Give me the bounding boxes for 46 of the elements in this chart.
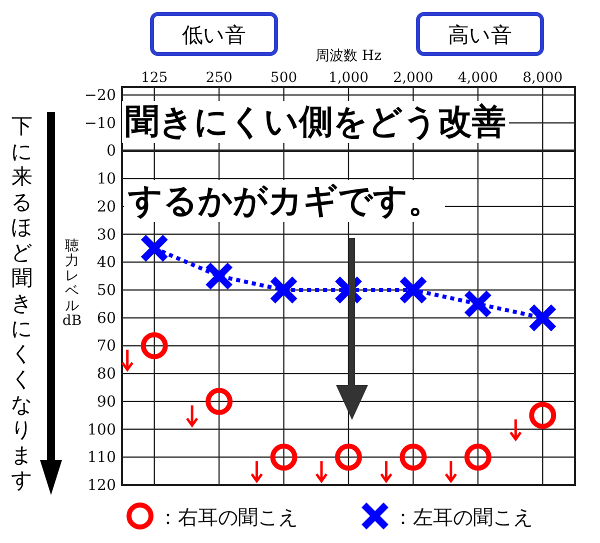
- x-tick-label: 8,000: [522, 70, 563, 86]
- annotation: するかがカギです。: [127, 181, 442, 221]
- y-tick-label: −10: [84, 114, 116, 132]
- y-tick-label: 120: [87, 476, 116, 494]
- point: [400, 444, 427, 471]
- point: [528, 303, 558, 332]
- legend-item: ：右耳の聞こえ: [126, 502, 298, 530]
- y-tick-label: 0: [106, 142, 116, 160]
- text: 高い音: [448, 23, 512, 47]
- point: [140, 332, 168, 360]
- y-tick-label: 90: [96, 392, 116, 410]
- y-tick-label: 30: [96, 225, 116, 244]
- point: [464, 444, 492, 471]
- annotation: 聞きにくい側をどう改善: [125, 102, 506, 142]
- point: [270, 444, 298, 471]
- y-tick-label: 20: [96, 197, 116, 216]
- x-tick-label: 250: [206, 70, 232, 86]
- y-tick-label: 50: [96, 281, 116, 299]
- x-tick-label: 2,000: [393, 70, 434, 86]
- x-tick-label: 500: [270, 70, 298, 86]
- point: [206, 388, 233, 415]
- point: [398, 276, 428, 304]
- y-tick-label: 60: [96, 308, 116, 327]
- y-tick-label: 10: [96, 170, 116, 188]
- point: [269, 276, 298, 304]
- y-tick-label: 70: [96, 336, 116, 355]
- legend-label: ：左耳の聞こえ: [393, 505, 533, 529]
- point: [529, 402, 556, 429]
- point: [463, 289, 492, 318]
- point: [204, 262, 234, 291]
- point: [335, 444, 362, 471]
- text: 下に来るほど聞きにくくなります: [11, 114, 33, 492]
- x-tick-label: 125: [140, 70, 168, 86]
- text: 低い音: [182, 23, 246, 47]
- x-axis-title: 周波数 Hz: [315, 48, 382, 64]
- y-tick-label: 40: [96, 253, 116, 272]
- y-tick-label: −20: [84, 86, 116, 104]
- point: [140, 234, 169, 263]
- legend-label: ：右耳の聞こえ: [158, 505, 298, 529]
- y-axis-title: 聴力レベル dB: [62, 238, 82, 329]
- x-tick-label: 1,000: [328, 70, 369, 86]
- x-tick-label: 4,000: [458, 70, 498, 86]
- legend-item: ：左耳の聞こえ: [360, 502, 533, 530]
- y-tick-label: 110: [87, 448, 116, 466]
- y-tick-label: 80: [96, 364, 116, 383]
- y-tick-label: 100: [87, 420, 116, 438]
